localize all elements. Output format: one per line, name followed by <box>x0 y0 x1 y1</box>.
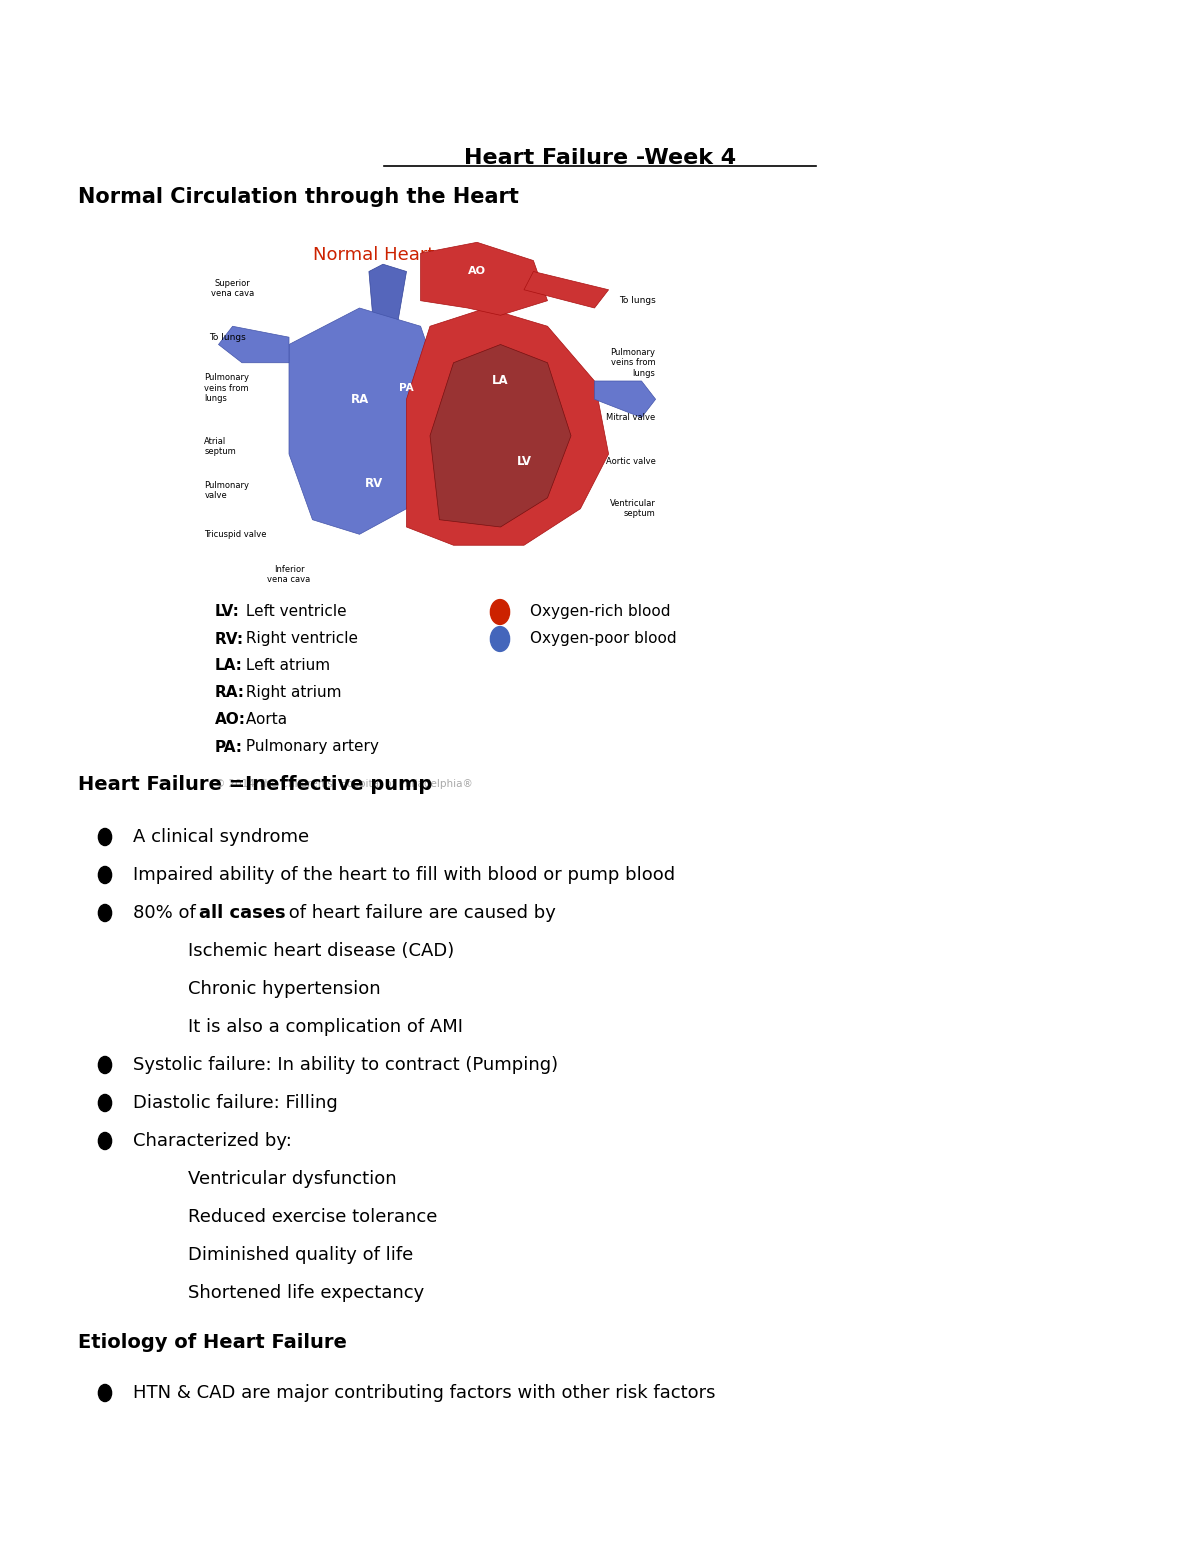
Text: Characterized by:: Characterized by: <box>133 1132 292 1151</box>
Text: Shortened life expectancy: Shortened life expectancy <box>188 1284 425 1301</box>
Circle shape <box>151 1019 164 1036</box>
Text: all cases: all cases <box>198 904 286 922</box>
Text: Right atrium: Right atrium <box>241 685 342 700</box>
Circle shape <box>151 1171 164 1188</box>
Circle shape <box>98 1095 112 1112</box>
Text: Etiology of Heart Failure: Etiology of Heart Failure <box>78 1334 347 1353</box>
Text: LV:: LV: <box>215 604 240 620</box>
Text: Inferior
vena cava: Inferior vena cava <box>268 565 311 584</box>
Text: Atrial
septum: Atrial septum <box>204 436 236 457</box>
Text: Reduced exercise tolerance: Reduced exercise tolerance <box>188 1208 437 1225</box>
Text: Systolic failure: In ability to contract (Pumping): Systolic failure: In ability to contract… <box>133 1056 558 1075</box>
Text: Normal Heart: Normal Heart <box>313 245 434 264</box>
Text: © 2014 The Children's  Hospital of Philadelphia®: © 2014 The Children's Hospital of Philad… <box>215 780 473 789</box>
Circle shape <box>98 1132 112 1149</box>
Text: Heart Failure -Week 4: Heart Failure -Week 4 <box>464 148 736 168</box>
Polygon shape <box>407 307 608 545</box>
Polygon shape <box>218 326 289 363</box>
Circle shape <box>151 1208 164 1225</box>
Text: Impaired ability of the heart to fill with blood or pump blood: Impaired ability of the heart to fill wi… <box>133 867 676 884</box>
Text: Pulmonary
veins from
lungs: Pulmonary veins from lungs <box>204 373 250 404</box>
Text: Oxygen-poor blood: Oxygen-poor blood <box>530 632 677 646</box>
Text: LV: LV <box>516 455 532 467</box>
Text: 80% of: 80% of <box>133 904 202 922</box>
Polygon shape <box>368 264 407 326</box>
Circle shape <box>98 904 112 921</box>
Text: Aorta: Aorta <box>241 713 287 727</box>
Text: Ventricular dysfunction: Ventricular dysfunction <box>188 1169 397 1188</box>
Text: Aortic valve: Aortic valve <box>606 457 655 466</box>
Text: Heart Failure =Ineffective pump: Heart Failure =Ineffective pump <box>78 775 432 795</box>
Text: Normal Circulation through the Heart: Normal Circulation through the Heart <box>78 186 518 207</box>
Text: RA:: RA: <box>215 685 245 700</box>
Circle shape <box>98 828 112 845</box>
Text: Oxygen-rich blood: Oxygen-rich blood <box>530 604 671 620</box>
Text: RA: RA <box>350 393 368 405</box>
Text: Ventricular
septum: Ventricular septum <box>610 499 655 519</box>
Circle shape <box>98 867 112 884</box>
Text: Pulmonary artery: Pulmonary artery <box>241 739 379 755</box>
Text: PA:: PA: <box>215 739 242 755</box>
Circle shape <box>151 1284 164 1301</box>
Text: HTN & CAD are major contributing factors with other risk factors: HTN & CAD are major contributing factors… <box>133 1384 715 1402</box>
Circle shape <box>491 599 510 624</box>
Circle shape <box>151 943 164 960</box>
Text: To lungs: To lungs <box>209 332 246 342</box>
Text: Chronic hypertension: Chronic hypertension <box>188 980 380 999</box>
Circle shape <box>151 980 164 997</box>
Polygon shape <box>289 307 439 534</box>
Text: Ischemic heart disease (CAD): Ischemic heart disease (CAD) <box>188 943 455 960</box>
Text: of heart failure are caused by: of heart failure are caused by <box>283 904 556 922</box>
Text: To lungs: To lungs <box>619 297 655 306</box>
Text: It is also a complication of AMI: It is also a complication of AMI <box>188 1019 463 1036</box>
Text: Mitral valve: Mitral valve <box>606 413 655 422</box>
Text: RV:: RV: <box>215 632 244 646</box>
Polygon shape <box>524 272 608 307</box>
Text: Left ventricle: Left ventricle <box>241 604 347 620</box>
Text: PA: PA <box>400 384 414 393</box>
Text: LA:: LA: <box>215 658 242 674</box>
Text: Tricuspid valve: Tricuspid valve <box>204 530 266 539</box>
Text: Left atrium: Left atrium <box>241 658 330 674</box>
Polygon shape <box>430 345 571 526</box>
Circle shape <box>151 1247 164 1264</box>
Circle shape <box>491 626 510 651</box>
Text: Superior
vena cava: Superior vena cava <box>211 280 254 298</box>
Text: Diminished quality of life: Diminished quality of life <box>188 1246 413 1264</box>
Text: Right ventricle: Right ventricle <box>241 632 358 646</box>
Text: RV: RV <box>365 477 383 489</box>
Text: AO:: AO: <box>215 713 246 727</box>
Circle shape <box>98 1384 112 1401</box>
Text: Pulmonary
valve: Pulmonary valve <box>204 481 250 500</box>
Text: AO: AO <box>468 267 486 276</box>
Text: Pulmonary
veins from
lungs: Pulmonary veins from lungs <box>611 348 655 377</box>
Text: Diastolic failure: Filling: Diastolic failure: Filling <box>133 1093 337 1112</box>
Polygon shape <box>421 242 547 315</box>
Text: A clinical syndrome: A clinical syndrome <box>133 828 310 846</box>
Text: LA: LA <box>492 374 509 388</box>
Circle shape <box>98 1056 112 1073</box>
Polygon shape <box>594 380 655 418</box>
